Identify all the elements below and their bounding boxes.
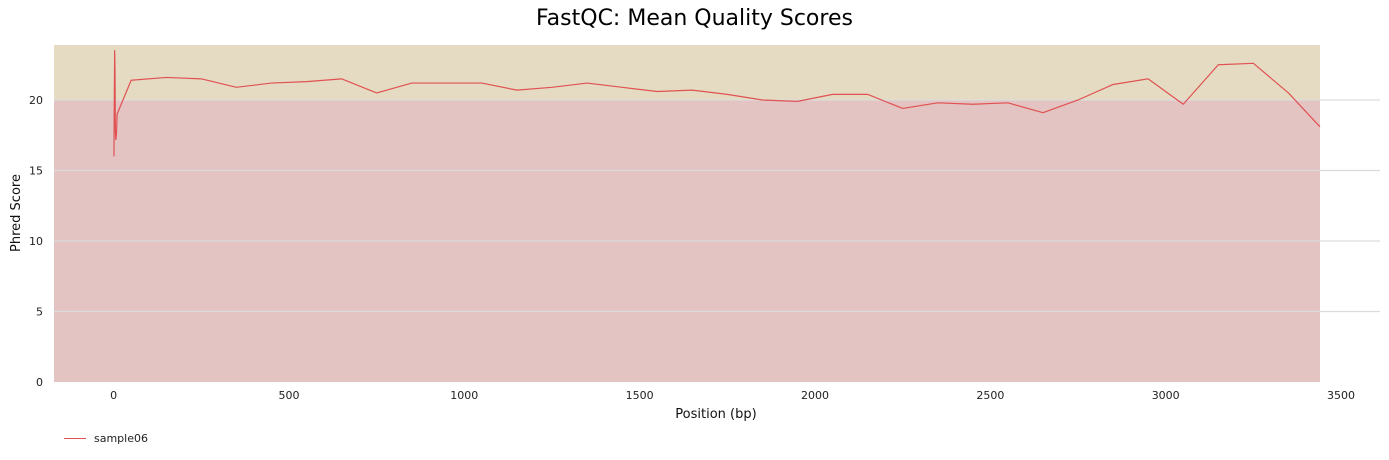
y-tick-labels: 0 5 10 15 20 xyxy=(29,94,43,389)
x-tick-labels: 0 500 1000 1500 2000 2500 3000 3500 xyxy=(110,389,1355,402)
x-tick-label-1500: 1500 xyxy=(626,389,654,402)
y-tick-label-15: 15 xyxy=(29,164,43,177)
series-line-sample06 xyxy=(113,50,1321,157)
chart-title: FastQC: Mean Quality Scores xyxy=(536,6,853,31)
x-tick-label-2000: 2000 xyxy=(801,389,829,402)
quality-band-1 xyxy=(54,45,1320,100)
y-tick-label-10: 10 xyxy=(29,235,43,248)
series-lines xyxy=(113,50,1321,157)
x-tick-label-500: 500 xyxy=(278,389,299,402)
x-axis-label: Position (bp) xyxy=(675,407,756,422)
x-tick-label-0: 0 xyxy=(110,389,117,402)
legend-label-sample06: sample06 xyxy=(94,432,148,445)
x-tick-label-1000: 1000 xyxy=(450,389,478,402)
y-tick-label-0: 0 xyxy=(36,376,43,389)
quality-bands xyxy=(54,45,1320,382)
y-tick-label-20: 20 xyxy=(29,94,43,107)
x-tick-label-3500: 3500 xyxy=(1327,389,1355,402)
x-tick-label-2500: 2500 xyxy=(976,389,1004,402)
legend-swatch-sample06 xyxy=(64,438,86,439)
y-tick-label-5: 5 xyxy=(36,305,43,318)
legend: sample06 xyxy=(64,432,148,445)
gridlines xyxy=(54,99,1380,313)
x-tick-label-3000: 3000 xyxy=(1152,389,1180,402)
y-axis-label: Phred Score xyxy=(9,174,24,252)
